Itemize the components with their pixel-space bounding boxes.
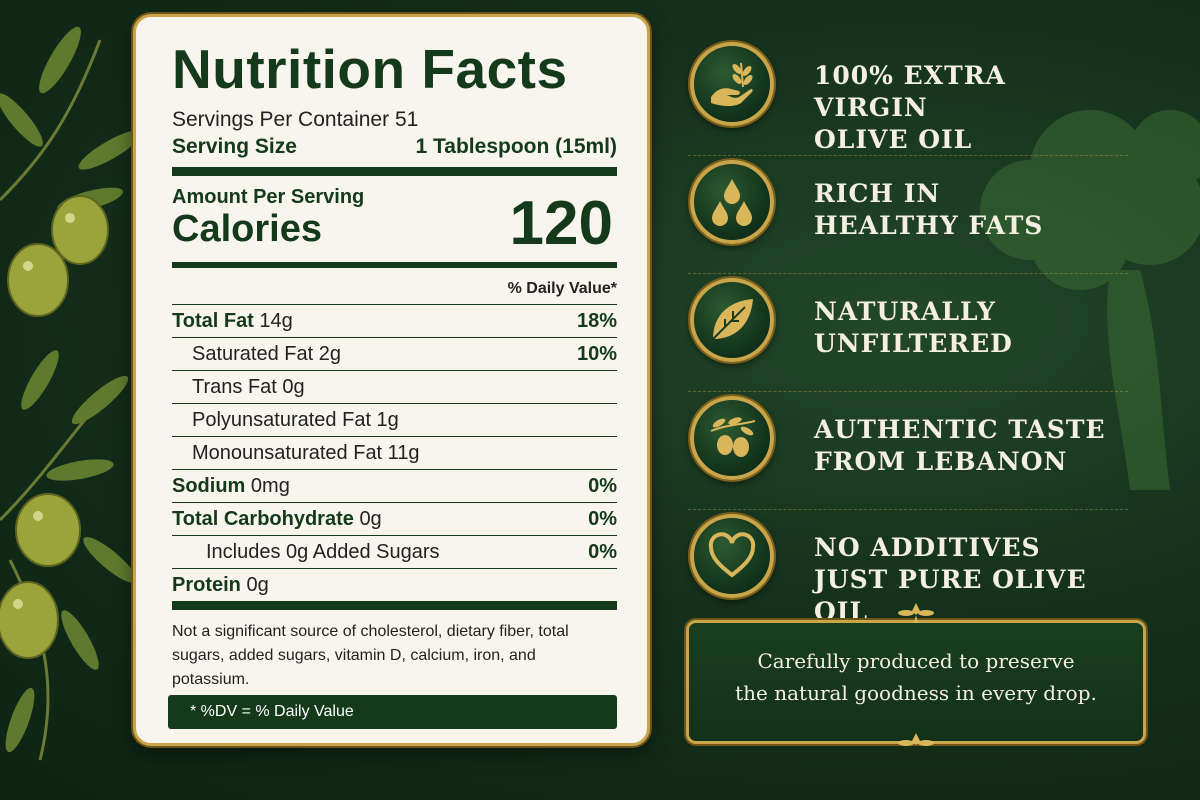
nutrient-name: Polyunsaturated Fat 1g <box>192 409 399 431</box>
flourish-ornament-icon <box>898 733 934 746</box>
feature-line-2: UNFILTERED <box>814 329 1013 358</box>
olive-branch-decoration <box>0 26 142 761</box>
calories-section: Amount Per Serving Calories 120 <box>172 186 617 268</box>
nutrient-row-saturated-fat: Saturated Fat 2g 10% <box>172 338 617 371</box>
feature-line-2: OLIVE OIL <box>814 125 973 154</box>
daily-value-header: % Daily Value* <box>172 268 617 305</box>
feature-line-2: HEALTHY FATS <box>814 211 1044 240</box>
feature-unfiltered: NATURALLY UNFILTERED <box>688 274 1128 392</box>
flourish-ornament-icon <box>898 603 934 623</box>
feature-text: RICH IN HEALTHY FATS <box>814 178 1043 242</box>
nutrition-facts-title: Nutrition Facts <box>172 38 568 100</box>
nutrient-name: Trans Fat 0g <box>192 376 305 398</box>
hand-olive-branch-icon <box>690 42 774 126</box>
nutrient-row-trans-fat: Trans Fat 0g <box>172 371 617 404</box>
nutrient-dv: 0% <box>588 475 617 497</box>
nutrient-dv: 0% <box>588 508 617 530</box>
nutrition-facts-label: Nutrition Facts Servings Per Container 5… <box>133 14 650 746</box>
feature-extra-virgin: 100% EXTRA VIRGIN OLIVE OIL <box>688 38 1128 156</box>
nutrient-row-sodium: Sodium 0mg 0% <box>172 470 617 503</box>
nutrient-row-monounsaturated-fat: Monounsaturated Fat 11g <box>172 437 617 470</box>
olive-tree-decoration <box>980 110 1200 490</box>
serving-size-label: Serving Size <box>172 135 297 158</box>
feature-text: NATURALLY UNFILTERED <box>814 296 1013 360</box>
amount-per-serving: Amount Per Serving <box>172 186 365 208</box>
olives-icon <box>690 396 774 480</box>
nutrient-name: Total Carbohydrate <box>172 508 354 530</box>
feature-line-1: RICH IN <box>814 179 941 208</box>
quote-line-1: Carefully produced to preserve <box>757 649 1075 673</box>
nutrient-amount: 0g <box>246 574 269 596</box>
feature-no-additives: NO ADDITIVES JUST PURE OLIVE OIL <box>688 510 1128 627</box>
serving-size-value: 1 Tablespoon (15ml) <box>415 135 617 158</box>
calories-label: Calories <box>172 208 322 250</box>
serving-size-row: Serving Size 1 Tablespoon (15ml) <box>172 133 617 176</box>
feature-healthy-fats: RICH IN HEALTHY FATS <box>688 156 1128 274</box>
leaf-icon <box>690 278 774 362</box>
heart-icon <box>690 514 774 598</box>
nutrient-row-total-carbohydrate: Total Carbohydrate 0g 0% <box>172 503 617 536</box>
feature-line-1: AUTHENTIC TASTE <box>814 415 1106 444</box>
nutrient-name: Protein <box>172 574 241 596</box>
feature-text: 100% EXTRA VIRGIN OLIVE OIL <box>814 60 1128 156</box>
label-footnote: Not a significant source of cholesterol,… <box>172 623 569 688</box>
feature-text: AUTHENTIC TASTE FROM LEBANON <box>814 414 1106 478</box>
feature-line-1: NATURALLY <box>814 297 996 326</box>
feature-line-1: NO ADDITIVES <box>814 533 1041 562</box>
feature-text: NO ADDITIVES JUST PURE OLIVE OIL <box>814 532 1128 628</box>
nutrient-row-protein: Protein 0g <box>172 569 617 610</box>
nutrient-dv: 0% <box>588 541 617 563</box>
nutrient-dv: 10% <box>576 343 617 365</box>
nutrient-name: Includes 0g Added Sugars <box>206 541 440 563</box>
nutrient-name: Sodium <box>172 475 246 497</box>
feature-line-2: JUST PURE OLIVE OIL <box>814 565 1087 626</box>
nutrient-row-polyunsaturated-fat: Polyunsaturated Fat 1g <box>172 404 617 437</box>
calories-value: 120 <box>509 189 613 258</box>
feature-line-2: FROM LEBANON <box>814 447 1068 476</box>
feature-line-1: 100% EXTRA VIRGIN <box>814 61 1006 122</box>
nutrient-amount: 0g <box>359 508 382 530</box>
quote-line-2: the natural goodness in every drop. <box>735 681 1097 705</box>
servings-per-container: Servings Per Container 51 <box>172 108 419 131</box>
nutrient-name: Saturated Fat 2g <box>192 343 341 365</box>
oil-drops-icon <box>690 160 774 244</box>
nutrient-dv: 18% <box>576 310 617 332</box>
nutrient-name: Monounsaturated Fat 11g <box>192 442 420 464</box>
daily-value-footer: * %DV = % Daily Value <box>168 695 617 729</box>
feature-lebanon: AUTHENTIC TASTE FROM LEBANON <box>688 392 1128 510</box>
nutrient-row-added-sugars: Includes 0g Added Sugars 0% <box>172 536 617 569</box>
feature-list: 100% EXTRA VIRGIN OLIVE OIL RICH IN HEAL… <box>688 38 1128 627</box>
nutrient-row-total-fat: Total Fat 14g 18% <box>172 305 617 338</box>
nutrient-name: Total Fat <box>172 310 254 332</box>
nutrient-amount: 14g <box>259 310 293 332</box>
quote-box: Carefully produced to preserve the natur… <box>686 603 1146 746</box>
nutrient-amount: 0mg <box>250 475 290 497</box>
